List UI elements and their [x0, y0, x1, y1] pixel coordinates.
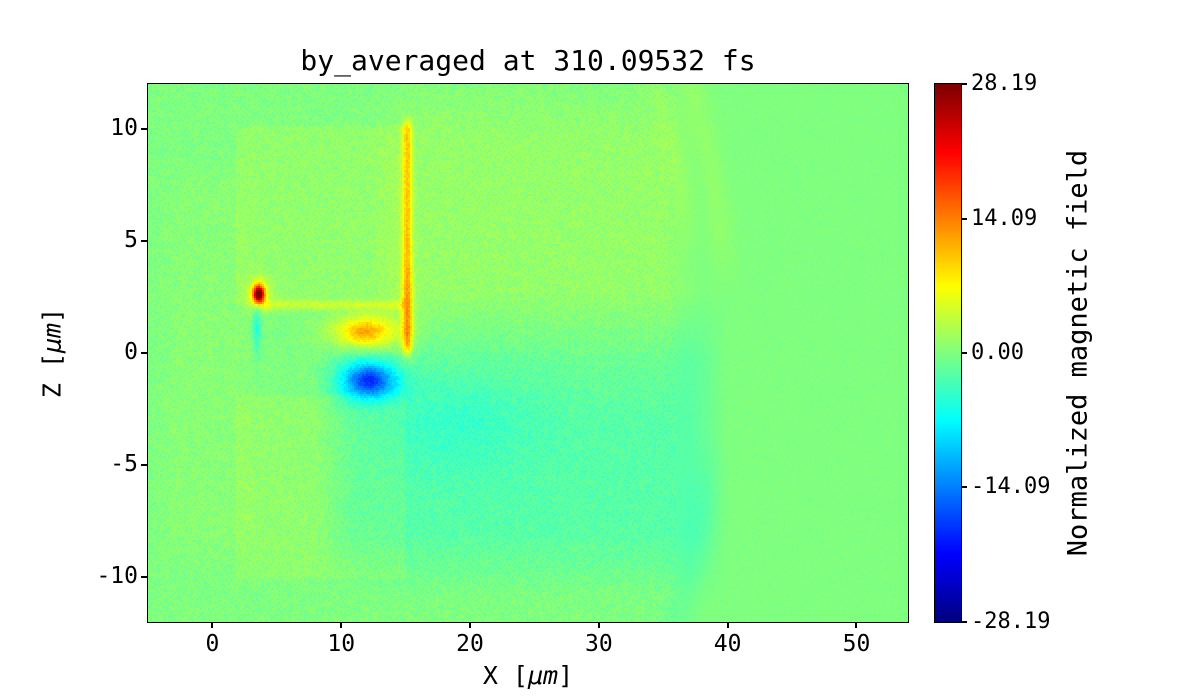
- colorbar-tick-label: 14.09: [971, 205, 1038, 231]
- y-tick-label: 10: [110, 114, 138, 141]
- colorbar-tick-mark: [961, 83, 967, 85]
- x-tick-mark: [726, 622, 729, 628]
- x-tick-mark: [469, 622, 472, 628]
- y-tick-mark: [141, 464, 147, 467]
- colorbar-tick-label: 0.00: [971, 340, 1024, 365]
- x-tick-mark: [340, 622, 343, 628]
- x-axis-label-pre: X [: [482, 661, 528, 690]
- colorbar: [934, 83, 962, 623]
- y-axis-label-post: ]: [37, 307, 67, 323]
- x-tick-label: 50: [842, 631, 871, 657]
- colorbar-tick-mark: [961, 352, 967, 354]
- y-tick-label: 0: [124, 339, 138, 365]
- y-tick-mark: [141, 576, 147, 579]
- x-axis-label-unit: μm: [527, 661, 559, 690]
- colorbar-label: Normalized magnetic field: [1062, 149, 1094, 557]
- y-tick-label: -5: [110, 451, 138, 478]
- colorbar-canvas: [935, 84, 961, 622]
- heatmap-canvas: [148, 84, 908, 622]
- x-tick-label: 20: [456, 631, 484, 657]
- x-axis-label: X [μm]: [148, 661, 908, 690]
- colorbar-tick-mark: [961, 217, 967, 220]
- y-tick-label: 5: [124, 226, 138, 253]
- plot-area: [147, 83, 909, 623]
- y-tick-mark: [141, 352, 147, 354]
- x-axis-label-post: ]: [558, 661, 574, 690]
- colorbar-tick-label: -28.19: [971, 609, 1051, 634]
- colorbar-tick-mark: [961, 486, 967, 489]
- y-tick-mark: [141, 239, 147, 242]
- colorbar-tick-mark: [961, 621, 967, 623]
- x-tick-label: 10: [327, 631, 356, 657]
- y-tick-mark: [141, 127, 147, 130]
- x-tick-label: 30: [584, 631, 613, 657]
- y-tick-label: -10: [96, 563, 138, 590]
- x-tick-label: 0: [205, 631, 220, 657]
- chart-title: by_averaged at 310.09532 fs: [300, 44, 756, 77]
- x-tick-mark: [855, 622, 858, 628]
- x-tick-label: 40: [713, 631, 742, 657]
- x-tick-mark: [597, 622, 600, 628]
- colorbar-tick-label: -14.09: [971, 474, 1051, 500]
- x-tick-mark: [211, 622, 214, 628]
- colorbar-tick-label: 28.19: [971, 71, 1038, 96]
